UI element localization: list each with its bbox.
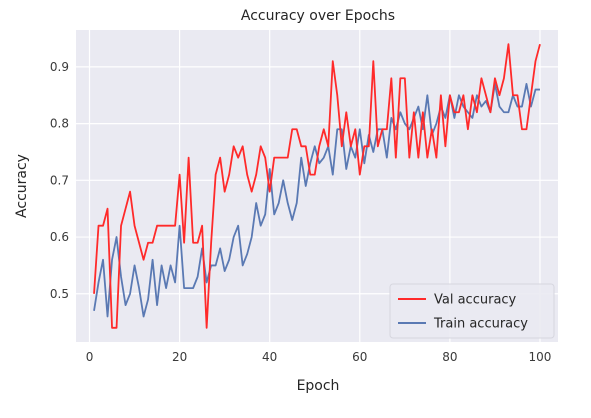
x-tick-label: 0 — [86, 350, 94, 364]
chart-title: Accuracy over Epochs — [241, 8, 395, 24]
x-axis-label: Epoch — [297, 378, 340, 394]
x-tick-label: 20 — [172, 350, 187, 364]
legend-entry-label: Val accuracy — [434, 293, 517, 308]
x-tick-label: 80 — [442, 350, 457, 364]
y-tick-label: 0.6 — [50, 230, 69, 244]
y-tick-label: 0.5 — [50, 287, 69, 301]
y-axis-label: Accuracy — [14, 154, 30, 218]
y-axis: 0.5 0.6 0.7 0.8 0.9 — [50, 60, 69, 301]
x-tick-label: 100 — [529, 350, 552, 364]
x-tick-label: 40 — [262, 350, 277, 364]
legend-entry-label: Train accuracy — [433, 317, 528, 332]
legend-box — [389, 283, 555, 339]
series-line-0 — [93, 43, 541, 329]
legend: Val accuracy Train accuracy — [389, 283, 555, 339]
x-tick-label: 60 — [352, 350, 367, 364]
y-tick-label: 0.9 — [50, 60, 69, 74]
series-layer — [93, 43, 541, 329]
x-axis: 0 20 40 60 80 100 — [86, 350, 552, 364]
y-tick-label: 0.8 — [50, 117, 69, 131]
y-tick-label: 0.7 — [50, 173, 69, 187]
